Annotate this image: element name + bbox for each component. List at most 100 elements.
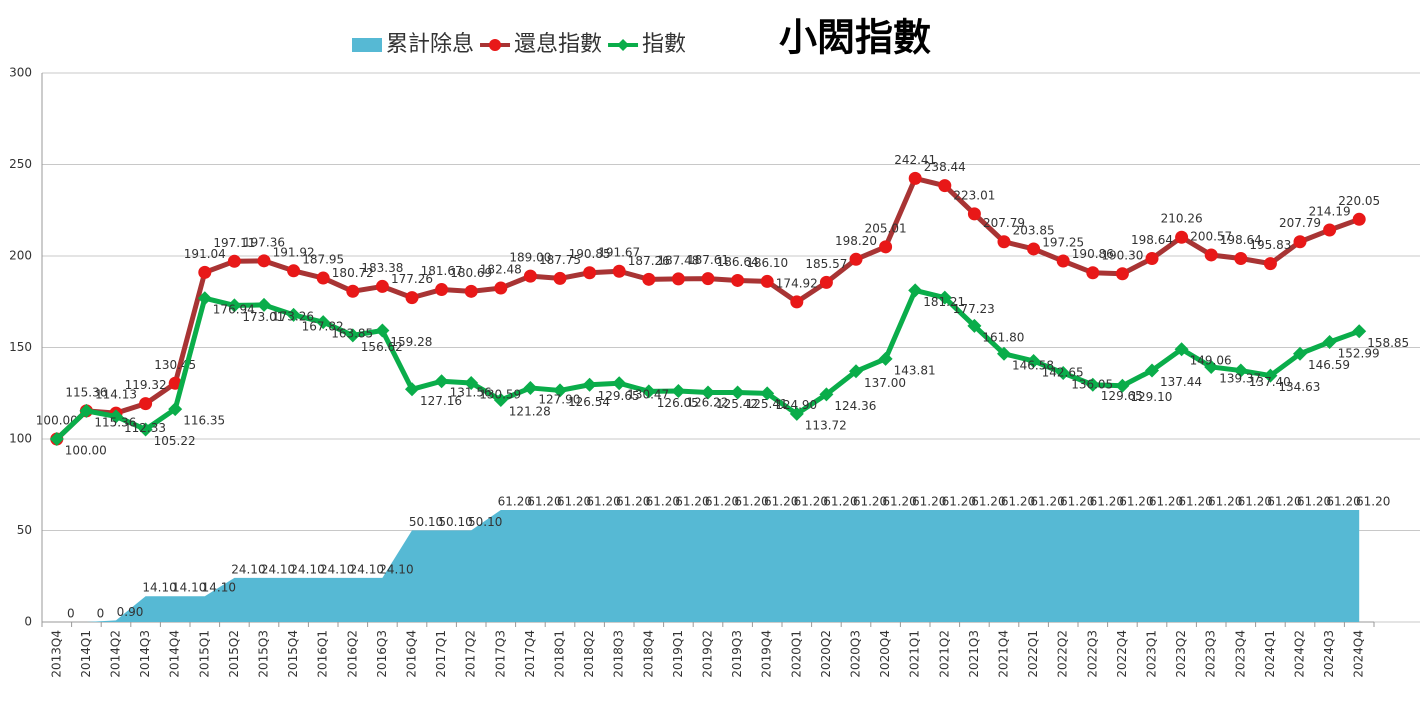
data-label: 156.62 [361, 340, 403, 354]
x-tick-label: 2021Q3 [967, 630, 981, 678]
x-tick-label: 2015Q1 [197, 630, 211, 678]
x-tick-label: 2024Q2 [1293, 630, 1307, 678]
marker [967, 207, 981, 221]
y-tick-label: 150 [9, 340, 32, 354]
x-tick-label: 2014Q1 [79, 630, 93, 678]
data-label: 190.30 [1101, 248, 1143, 262]
data-label: 146.58 [1012, 358, 1054, 372]
data-label: 50.10 [409, 515, 443, 529]
legend-marker [489, 39, 502, 51]
x-tick-label: 2022Q2 [1056, 630, 1070, 678]
data-label: 61.20 [1060, 495, 1094, 509]
data-label: 61.20 [586, 495, 620, 509]
data-label: 50.10 [468, 515, 502, 529]
data-label: 131.56 [450, 386, 492, 400]
data-label: 50.10 [438, 515, 472, 529]
marker [286, 307, 301, 322]
x-tick-label: 2020Q3 [849, 630, 863, 678]
data-label: 100.00 [65, 444, 107, 458]
y-tick-label: 0 [24, 615, 32, 629]
data-label: 187.75 [539, 253, 581, 267]
data-label: 127.16 [420, 394, 462, 408]
marker [435, 283, 449, 297]
data-label: 61.20 [705, 495, 739, 509]
data-label: 180.72 [332, 266, 374, 280]
legend-marker [617, 39, 630, 51]
marker [49, 432, 64, 446]
marker [760, 386, 775, 401]
marker [375, 323, 390, 338]
data-label: 174.92 [776, 276, 818, 290]
data-label: 61.20 [853, 495, 887, 509]
data-label: 61.20 [1326, 495, 1360, 509]
marker [1322, 335, 1337, 350]
x-tick-label: 2013Q4 [49, 630, 63, 678]
marker [701, 385, 715, 400]
x-tick-label: 2021Q1 [908, 630, 922, 678]
data-label: 137.00 [864, 376, 906, 390]
marker [1204, 248, 1218, 262]
data-label: 203.85 [1013, 223, 1055, 237]
y-tick-label: 300 [9, 66, 32, 80]
data-label: 0 [67, 607, 75, 621]
data-label: 61.20 [942, 495, 976, 509]
x-tick-label: 2020Q2 [819, 630, 833, 678]
x-tick-label: 2020Q4 [878, 630, 892, 678]
data-label: 129.10 [1130, 390, 1172, 404]
marker [523, 380, 538, 395]
data-label: 197.36 [243, 235, 285, 249]
x-tick-label: 2020Q1 [789, 630, 803, 678]
data-label: 187.61 [687, 253, 729, 267]
marker [819, 275, 833, 289]
data-label: 137.44 [1160, 375, 1202, 389]
data-label: 238.44 [924, 160, 966, 174]
marker [908, 171, 922, 185]
marker [345, 328, 360, 343]
data-label: 115.36 [65, 385, 107, 399]
data-label: 116.35 [183, 414, 225, 428]
data-label: 61.20 [527, 495, 561, 509]
data-label: 115.36 [94, 415, 136, 429]
data-label: 114.13 [95, 388, 137, 402]
marker [1263, 368, 1278, 383]
data-label: 0.90 [117, 605, 144, 619]
data-label: 125.42 [716, 397, 758, 411]
data-label: 189.00 [509, 251, 551, 265]
marker [346, 284, 360, 298]
legend-label: 累計除息 [386, 32, 474, 57]
marker [1026, 353, 1041, 368]
data-label: 61.20 [823, 495, 857, 509]
data-label: 167.82 [302, 319, 344, 333]
data-label: 61.20 [1001, 495, 1035, 509]
data-label: 61.20 [1238, 495, 1272, 509]
data-label: 183.38 [361, 261, 403, 275]
data-label: 191.67 [598, 246, 640, 260]
data-label: 134.63 [1278, 380, 1320, 394]
x-tick-label: 2018Q2 [582, 630, 596, 678]
y-tick-label: 50 [17, 523, 32, 537]
data-label: 182.48 [480, 263, 522, 277]
x-tick-label: 2017Q1 [434, 630, 448, 678]
marker [405, 291, 419, 305]
data-label: 124.36 [834, 399, 876, 413]
data-label: 173.01 [242, 310, 284, 324]
x-tick-label: 2024Q1 [1263, 630, 1277, 678]
x-tick-label: 2022Q1 [1026, 630, 1040, 678]
x-tick-label: 2021Q2 [937, 630, 951, 678]
marker [79, 403, 94, 418]
data-label: 195.83 [1249, 238, 1291, 252]
data-label: 24.10 [290, 562, 324, 576]
x-tick-label: 2016Q3 [375, 630, 389, 678]
data-label: 197.11 [213, 236, 255, 250]
marker [198, 265, 212, 279]
marker [671, 384, 686, 399]
marker [464, 284, 478, 298]
marker [197, 291, 212, 306]
data-label: 177.23 [953, 302, 995, 316]
data-label: 61.20 [1090, 495, 1124, 509]
y-tick-label: 200 [9, 249, 32, 263]
marker [878, 351, 893, 366]
data-label: 24.10 [320, 562, 354, 576]
x-tick-label: 2018Q1 [553, 630, 567, 678]
